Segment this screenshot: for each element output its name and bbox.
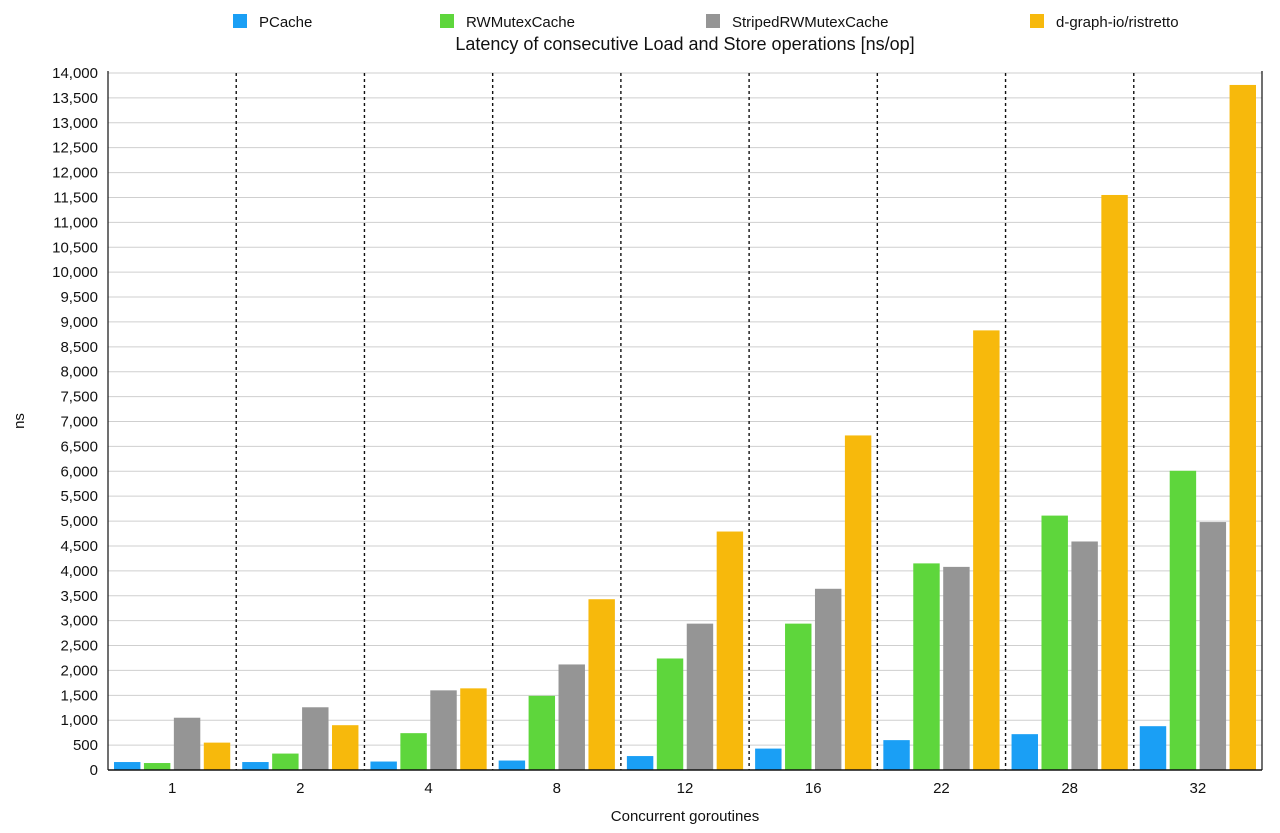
y-axis-ticks: 0 500 1,000 1,500 2,000 2,500 3,000 3,500 4,000 4… xyxy=(52,65,98,779)
y-tick-label: 11,000 xyxy=(53,214,98,231)
y-tick-label: 4,000 xyxy=(60,563,98,580)
bar xyxy=(558,664,585,770)
bar xyxy=(626,756,654,770)
bar xyxy=(460,688,487,770)
bar xyxy=(1071,541,1098,770)
y-tick-label: 12,000 xyxy=(52,165,98,182)
legend-label: PCache xyxy=(259,14,312,31)
legend-swatch xyxy=(706,14,720,28)
bar xyxy=(716,531,744,770)
y-tick-label: 12,500 xyxy=(52,140,98,157)
bar xyxy=(400,733,427,770)
y-tick-label: 8,500 xyxy=(60,339,98,356)
bar xyxy=(814,588,842,770)
axes xyxy=(107,71,1263,771)
bar xyxy=(302,707,329,770)
y-tick-label: 1,500 xyxy=(60,687,98,704)
bar xyxy=(588,599,615,770)
bars xyxy=(114,84,1256,771)
bar xyxy=(755,748,782,770)
y-tick-label: 2,500 xyxy=(60,638,98,655)
y-tick-label: 10,500 xyxy=(52,239,98,256)
y-tick-label: 2,000 xyxy=(60,662,98,679)
y-tick-label: 3,500 xyxy=(60,588,98,605)
x-tick-label: 8 xyxy=(553,780,561,797)
bar xyxy=(1199,522,1227,770)
y-tick-label: 5,500 xyxy=(60,488,98,505)
bar xyxy=(973,330,1000,770)
bar xyxy=(242,762,269,770)
y-tick-label: 13,500 xyxy=(52,90,98,107)
y-tick-label: 10,000 xyxy=(52,264,98,281)
y-tick-label: 13,000 xyxy=(52,115,98,132)
y-tick-label: 9,000 xyxy=(60,314,98,331)
grid-lines xyxy=(108,72,1262,770)
bar xyxy=(370,761,397,770)
bar xyxy=(498,760,526,770)
y-tick-label: 7,500 xyxy=(60,389,98,406)
y-tick-label: 8,000 xyxy=(60,364,98,381)
bar xyxy=(173,717,201,770)
chart-title: Latency of consecutive Load and Store op… xyxy=(455,34,914,54)
x-tick-label: 2 xyxy=(296,780,304,797)
y-tick-label: 6,000 xyxy=(60,463,98,480)
bar xyxy=(143,763,171,770)
legend-swatch xyxy=(233,14,247,28)
legend-label: RWMutexCache xyxy=(466,14,575,31)
bar xyxy=(1139,726,1167,770)
bar xyxy=(1169,470,1197,770)
bar xyxy=(1041,515,1068,770)
y-tick-label: 5,000 xyxy=(60,513,98,530)
bar xyxy=(686,623,714,770)
bar xyxy=(332,725,359,770)
bar xyxy=(844,435,872,770)
bar xyxy=(1101,194,1128,771)
x-axis-ticks: 1 2 4 8 12 16 22 28 32 xyxy=(168,780,1206,797)
y-tick-label: 4,500 xyxy=(60,538,98,555)
bar xyxy=(430,690,457,770)
y-tick-label: 7,000 xyxy=(60,414,98,431)
bar xyxy=(1229,84,1256,771)
legend-label: d-graph-io/ristretto xyxy=(1056,14,1179,31)
x-tick-label: 4 xyxy=(424,780,432,797)
x-tick-label: 16 xyxy=(805,780,822,797)
bar xyxy=(528,695,556,770)
legend-label: StripedRWMutexCache xyxy=(732,14,888,31)
x-axis-label: Concurrent goroutines xyxy=(611,808,759,825)
x-tick-label: 1 xyxy=(168,780,176,797)
bar xyxy=(1011,734,1038,770)
legend-swatch xyxy=(440,14,454,28)
y-tick-label: 0 xyxy=(90,762,98,779)
legend-swatch xyxy=(1030,14,1044,28)
y-tick-label: 11,500 xyxy=(53,189,98,206)
x-tick-label: 12 xyxy=(677,780,694,797)
y-tick-label: 6,500 xyxy=(60,438,98,455)
bar xyxy=(883,740,910,770)
x-tick-label: 22 xyxy=(933,780,950,797)
bar xyxy=(913,563,940,770)
y-tick-label: 1,000 xyxy=(60,712,98,729)
y-tick-label: 500 xyxy=(73,737,98,754)
bar xyxy=(656,658,684,770)
bar xyxy=(203,742,231,770)
x-tick-label: 32 xyxy=(1190,780,1207,797)
bar xyxy=(785,623,812,770)
bar xyxy=(943,566,970,770)
bar xyxy=(114,762,141,770)
y-axis-label: ns xyxy=(11,413,28,429)
legend: PCache RWMutexCache StripedRWMutexCache d-g… xyxy=(233,14,1179,31)
bar xyxy=(272,753,299,770)
y-tick-label: 3,000 xyxy=(60,613,98,630)
y-tick-label: 9,500 xyxy=(60,289,98,306)
x-tick-label: 28 xyxy=(1061,780,1078,797)
y-tick-label: 14,000 xyxy=(52,65,98,82)
